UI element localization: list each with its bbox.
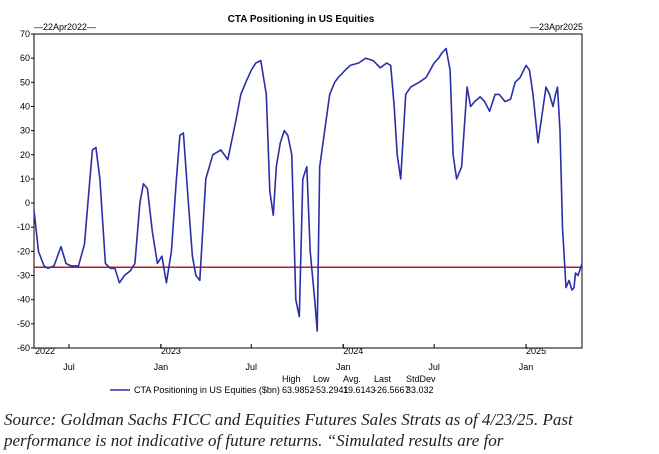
y-tick-label: 50: [20, 77, 30, 87]
stat-label: Last: [374, 374, 392, 384]
date-range-end: —23Apr2025: [530, 22, 583, 32]
x-tick-label: Jan: [519, 362, 534, 372]
y-tick-label: 20: [20, 150, 30, 160]
y-tick-label: -10: [17, 222, 30, 232]
legend-label: CTA Positioning in US Equities ($bn): [134, 385, 280, 395]
stat-value: -26.5667: [374, 385, 410, 395]
stat-value: 19.6143: [343, 385, 376, 395]
x-tick-label: Jul: [428, 362, 440, 372]
y-tick-label: -60: [17, 343, 30, 353]
x-tick-label: Jul: [246, 362, 258, 372]
stat-label: Avg.: [343, 374, 361, 384]
stat-value: 33.032: [406, 385, 434, 395]
x-axis: 2022 Jul Jan 2023 Jul 2024 Jan Jul 2025 Jan: [33, 344, 546, 372]
stat-value: -53.2941: [313, 385, 349, 395]
y-tick-label: -30: [17, 271, 30, 281]
x-tick-label: 2024: [343, 346, 363, 356]
y-tick-label: -50: [17, 319, 30, 329]
source-note: Source: Goldman Sachs FICC and Equities …: [4, 410, 573, 450]
cta-positioning-chart: CTA Positioning in US Equities —22Apr202…: [17, 14, 583, 395]
x-tick-label: 2025: [526, 346, 546, 356]
date-range-start: —22Apr2022—: [34, 22, 96, 32]
stats-table: High63.9852Low-53.2941Avg.19.6143Last-26…: [282, 374, 436, 395]
cta-positioning-series-line: [33, 47, 583, 332]
stat-label: StdDev: [406, 374, 436, 384]
y-tick-label: 10: [20, 174, 30, 184]
x-tick-label: Jan: [154, 362, 169, 372]
stat-value: 63.9852: [282, 385, 315, 395]
x-tick-label: 2023: [161, 346, 181, 356]
y-tick-label: 40: [20, 101, 30, 111]
y-tick-label: -20: [17, 246, 30, 256]
y-tick-label: 70: [20, 29, 30, 39]
chart-title: CTA Positioning in US Equities: [228, 14, 375, 25]
y-tick-label: -40: [17, 295, 30, 305]
y-tick-label: 60: [20, 53, 30, 63]
y-tick-label: 0: [25, 198, 30, 208]
stat-label: Low: [313, 374, 330, 384]
y-axis: 70 60 50 40 30 20 10 0 -10 -20 -30 -40 -50 -60: [17, 29, 34, 353]
x-tick-label: Jan: [336, 362, 351, 372]
x-tick-label: 2022: [35, 346, 55, 356]
stat-label: High: [282, 374, 301, 384]
x-tick-label: Jul: [63, 362, 75, 372]
y-tick-label: 30: [20, 126, 30, 136]
